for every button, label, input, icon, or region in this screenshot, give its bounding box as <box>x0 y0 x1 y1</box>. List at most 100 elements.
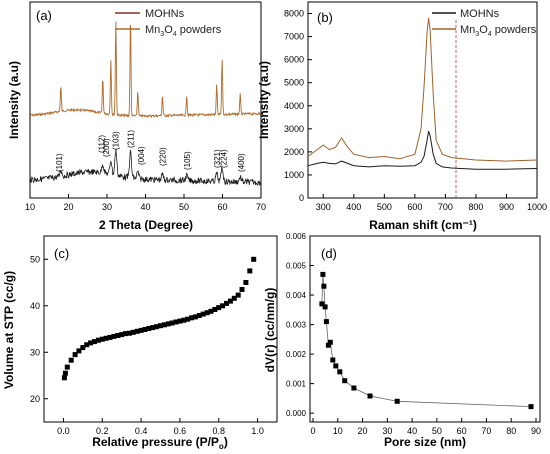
isotherm-point <box>134 328 140 334</box>
isotherm-point <box>123 331 128 337</box>
pore-point <box>333 363 339 369</box>
pore-point <box>330 357 336 363</box>
pore-point <box>337 369 343 375</box>
peak-label: (004) <box>137 146 146 165</box>
panel-d-x-tick-label: 0 <box>310 426 315 436</box>
pore-point <box>367 393 373 399</box>
panel-b-y-ticks: 0 1000 2000 3000 4000 5000 6000 7000 8000 <box>284 9 312 203</box>
panel-b-y-tick-label: 8000 <box>284 9 304 19</box>
isotherm-point <box>61 375 67 381</box>
pore-point <box>351 385 357 391</box>
isotherm-point <box>62 370 68 376</box>
isotherm-point <box>204 310 210 316</box>
peak-label: (200) <box>102 138 111 157</box>
panel-a-x-tick-label: 20 <box>63 202 73 212</box>
panel-b-y-tick-label: 4000 <box>284 101 304 111</box>
panel-b-label: (b) <box>317 10 333 25</box>
panel-c-label: (c) <box>54 246 69 261</box>
pore-point <box>528 404 534 410</box>
isotherm-point <box>220 303 226 309</box>
pore-point <box>325 342 331 348</box>
isotherm-point <box>92 339 97 345</box>
isotherm-point <box>80 345 86 351</box>
panel-a-plot-area <box>29 21 262 187</box>
isotherm-point <box>212 307 218 312</box>
panel-b-y-tick-label: 1000 <box>284 170 304 180</box>
isotherm-point <box>208 308 214 314</box>
peak-label: (112) <box>98 135 107 153</box>
isotherm-point <box>227 298 233 304</box>
isotherm-point <box>68 357 74 363</box>
panel-d-y-label: dV(r) (cc/nm/g) <box>263 288 277 373</box>
isotherm-point <box>103 335 109 341</box>
isotherm-point <box>146 326 152 331</box>
panel-d-x-tick-label: 40 <box>407 426 417 436</box>
isotherm-point <box>107 334 113 340</box>
panel-d-x-tick-label: 60 <box>457 426 467 436</box>
panel-a-x-tick-label: 30 <box>102 202 112 212</box>
isotherm-point <box>200 311 206 317</box>
isotherm-point <box>235 292 241 298</box>
panel-a-x-tick-label: 10 <box>25 202 35 212</box>
peak-label: (211) <box>126 130 135 148</box>
panel-d-x-tick-label: 30 <box>382 426 392 436</box>
panel-b-x-tick-label: 700 <box>438 202 453 212</box>
pore-point <box>394 398 400 404</box>
panel-d: 0 10 20 30 40 50 60 70 80 90 0.000 0.001 0.002 0.003… <box>263 232 541 449</box>
panel-c-x-tick-label: 0.6 <box>174 426 187 436</box>
isotherm-point <box>84 342 90 348</box>
isotherm-point <box>239 287 245 292</box>
panel-b-y-tick-label: 0 <box>299 193 304 203</box>
isotherm-point <box>158 323 163 329</box>
panel-c-y-tick-label: 20 <box>30 394 40 404</box>
series-mohns-xrd <box>29 149 262 187</box>
panel-d-y-tick-label: 0.005 <box>286 262 307 271</box>
panel-c-x-tick-label: 0.2 <box>96 426 109 436</box>
panel-c-x-tick-label: 0.8 <box>212 426 225 436</box>
isotherm-point <box>177 318 183 324</box>
panel-d-y-tick-label: 0.004 <box>286 291 307 300</box>
panel-a-annotations: (101) (112)(200) (103) (211)(004) (220) (105)… <box>55 130 246 172</box>
panel-b-x-label: Raman shift (cm⁻¹) <box>369 218 477 232</box>
peak-label: (101) <box>55 153 64 172</box>
isotherm-point <box>243 280 249 285</box>
isotherm-point <box>173 319 179 325</box>
panel-b-x-tick-label: 800 <box>468 202 483 212</box>
panel-d-x-tick-label: 90 <box>531 426 541 436</box>
panel-a-y-label: Intensity (a.u) <box>7 61 21 139</box>
panel-c-y-tick-label: 50 <box>30 254 40 264</box>
panel-c-y-tick-label: 30 <box>30 347 40 357</box>
panel-c-x-label-sub: o <box>219 442 224 451</box>
panel-b-y-tick-label: 3000 <box>284 124 304 134</box>
panel-d-x-ticks: 0 10 20 30 40 50 60 70 80 90 <box>310 418 541 436</box>
panel-a-label: (a) <box>36 8 52 23</box>
panel-b-y-label: Intensity (a.u) <box>257 61 271 139</box>
isotherm-point <box>216 305 222 311</box>
isotherm-point <box>76 348 82 354</box>
panel-c: 0.0 0.2 0.4 0.6 0.8 1.0 20 30 40 50 (c) Volume a… <box>2 235 278 451</box>
panel-d-x-tick-label: 10 <box>333 426 343 436</box>
panel-b-x-tick-label: 1000 <box>527 202 547 212</box>
panel-c-x-tick-label: 1.0 <box>251 426 264 436</box>
panel-b-y-tick-label: 5000 <box>284 78 304 88</box>
panel-d-x-tick-label: 20 <box>358 426 368 436</box>
panel-c-x-label: Relative pressure (P/Po) <box>92 435 228 451</box>
panel-a-x-tick-label: 60 <box>217 202 227 212</box>
panel-b: 300 400 500 600 700 800 900 1000 0 1000 2000 3000 4… <box>257 1 547 232</box>
panel-d-x-tick-label: 70 <box>481 426 491 436</box>
panel-c-y-ticks: 20 30 40 50 <box>30 254 48 404</box>
panel-a: 10 20 30 40 50 60 70 (101) (112)(200) (103) (211)… <box>7 1 266 232</box>
panel-b-frame <box>307 1 538 199</box>
panel-a-legend: MOHNs Mn3O4 powders <box>115 8 222 38</box>
pore-point <box>322 304 328 310</box>
isotherm-point <box>150 325 156 331</box>
panel-b-x-tick-label: 500 <box>377 202 392 212</box>
panel-b-y-tick-label: 7000 <box>284 32 304 42</box>
panel-c-plot-area <box>61 256 257 381</box>
panel-c-y-tick-label: 40 <box>30 301 40 311</box>
pore-point <box>320 271 326 277</box>
panel-b-x-tick-label: 400 <box>346 202 361 212</box>
isotherm-point <box>161 322 167 328</box>
peak-label: (103) <box>111 131 120 150</box>
